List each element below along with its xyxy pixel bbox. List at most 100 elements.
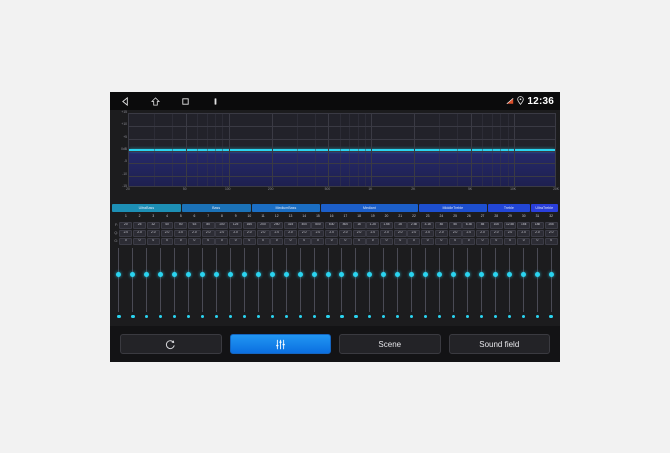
slider-knob[interactable] [339, 272, 345, 277]
slider-knob[interactable] [409, 272, 415, 277]
eq-slider[interactable] [405, 244, 419, 322]
frequency-value[interactable]: 160 [242, 221, 256, 229]
slider-reset-dot[interactable] [354, 314, 358, 318]
frequency-value[interactable]: 100 [215, 221, 229, 229]
q-value[interactable]: 2.0 [380, 229, 393, 237]
slider-reset-dot[interactable] [131, 314, 135, 318]
gain-value[interactable]: 0 [530, 237, 544, 245]
slider-reset-dot[interactable] [145, 314, 149, 318]
slider-reset-dot[interactable] [242, 314, 246, 318]
gain-value[interactable]: 0 [380, 237, 393, 245]
slider-reset-dot[interactable] [187, 314, 191, 318]
gain-value[interactable]: 0 [338, 237, 352, 245]
eq-slider[interactable] [349, 244, 363, 322]
slider-track[interactable] [383, 248, 385, 312]
q-value[interactable]: 2.0 [229, 229, 243, 237]
slider-knob[interactable] [158, 272, 164, 277]
slider-reset-dot[interactable] [382, 314, 386, 318]
slider-knob[interactable] [172, 272, 178, 277]
slider-knob[interactable] [325, 272, 331, 277]
gain-value[interactable]: 0 [407, 237, 421, 245]
frequency-value[interactable]: 400 [297, 221, 311, 229]
gain-value[interactable]: 0 [160, 237, 174, 245]
slider-track[interactable] [494, 248, 496, 312]
back-button[interactable] [110, 92, 140, 110]
gain-value[interactable]: 0 [393, 237, 407, 245]
frequency-value[interactable]: 1.2k [366, 221, 380, 229]
gain-value[interactable]: 0 [133, 237, 147, 245]
band-label-ultratreble[interactable]: UltraTreble [530, 204, 558, 212]
slider-knob[interactable] [269, 272, 275, 277]
slider-knob[interactable] [214, 272, 220, 277]
gain-value[interactable]: 0 [215, 237, 229, 245]
slider-knob[interactable] [311, 272, 317, 277]
q-value[interactable]: 2.0 [517, 229, 531, 237]
slider-reset-dot[interactable] [368, 314, 372, 318]
gain-value[interactable]: 0 [201, 237, 215, 245]
eq-slider[interactable] [391, 244, 405, 322]
q-value[interactable]: 2.0 [530, 229, 544, 237]
q-value[interactable]: 2.0 [366, 229, 380, 237]
slider-track[interactable] [369, 248, 371, 312]
home-button[interactable] [140, 92, 170, 110]
gain-value[interactable]: 0 [503, 237, 517, 245]
eq-slider[interactable] [363, 244, 377, 322]
frequency-value[interactable]: 500 [311, 221, 325, 229]
reset-button[interactable] [120, 334, 222, 354]
eq-slider[interactable] [154, 244, 168, 322]
eq-slider[interactable] [112, 244, 126, 322]
frequency-value[interactable]: 1k [352, 221, 366, 229]
slider-knob[interactable] [464, 272, 470, 277]
eq-slider[interactable] [307, 244, 321, 322]
slider-knob[interactable] [353, 272, 359, 277]
eq-slider[interactable] [544, 244, 558, 322]
slider-reset-dot[interactable] [284, 314, 288, 318]
q-value[interactable]: 2.0 [187, 229, 201, 237]
slider-track[interactable] [341, 248, 343, 312]
slider-reset-dot[interactable] [410, 314, 414, 318]
eq-slider[interactable] [474, 244, 488, 322]
slider-knob[interactable] [437, 272, 443, 277]
slider-knob[interactable] [381, 272, 387, 277]
frequency-value[interactable]: 50 [174, 221, 188, 229]
eq-slider[interactable] [530, 244, 544, 322]
q-value[interactable]: 2.0 [174, 229, 188, 237]
frequency-value[interactable]: 2.5k [407, 221, 421, 229]
q-value[interactable]: 2.0 [311, 229, 325, 237]
frequency-value[interactable]: 125 [229, 221, 243, 229]
q-value[interactable]: 2.0 [421, 229, 435, 237]
slider-knob[interactable] [478, 272, 484, 277]
q-value[interactable]: 2.0 [352, 229, 366, 237]
gain-value[interactable]: 0 [174, 237, 188, 245]
eq-slider[interactable] [196, 244, 210, 322]
q-value[interactable]: 2.0 [338, 229, 352, 237]
frequency-value[interactable]: 8k [476, 221, 490, 229]
slider-track[interactable] [313, 248, 315, 312]
slider-track[interactable] [160, 248, 162, 312]
eq-slider[interactable] [140, 244, 154, 322]
gain-value[interactable]: 0 [352, 237, 366, 245]
gain-value[interactable]: 0 [297, 237, 311, 245]
slider-track[interactable] [439, 248, 441, 312]
slider-track[interactable] [452, 248, 454, 312]
slider-reset-dot[interactable] [521, 314, 525, 318]
slider-track[interactable] [355, 248, 357, 312]
gain-value[interactable]: 0 [434, 237, 448, 245]
graph-plot-area[interactable] [128, 113, 556, 187]
eq-slider[interactable] [210, 244, 224, 322]
slider-reset-dot[interactable] [396, 314, 400, 318]
slider-track[interactable] [229, 248, 231, 312]
gain-value[interactable]: 0 [448, 237, 462, 245]
slider-knob[interactable] [534, 272, 540, 277]
q-value[interactable]: 2.0 [407, 229, 421, 237]
slider-knob[interactable] [450, 272, 456, 277]
frequency-value[interactable]: 40 [160, 221, 174, 229]
slider-knob[interactable] [144, 272, 150, 277]
frequency-value[interactable]: 5k [448, 221, 462, 229]
frequency-value[interactable]: 200 [256, 221, 270, 229]
q-value[interactable]: 2.0 [146, 229, 160, 237]
gain-value[interactable]: 0 [284, 237, 297, 245]
slider-reset-dot[interactable] [117, 314, 121, 318]
slider-track[interactable] [216, 248, 218, 312]
slider-knob[interactable] [367, 272, 373, 277]
